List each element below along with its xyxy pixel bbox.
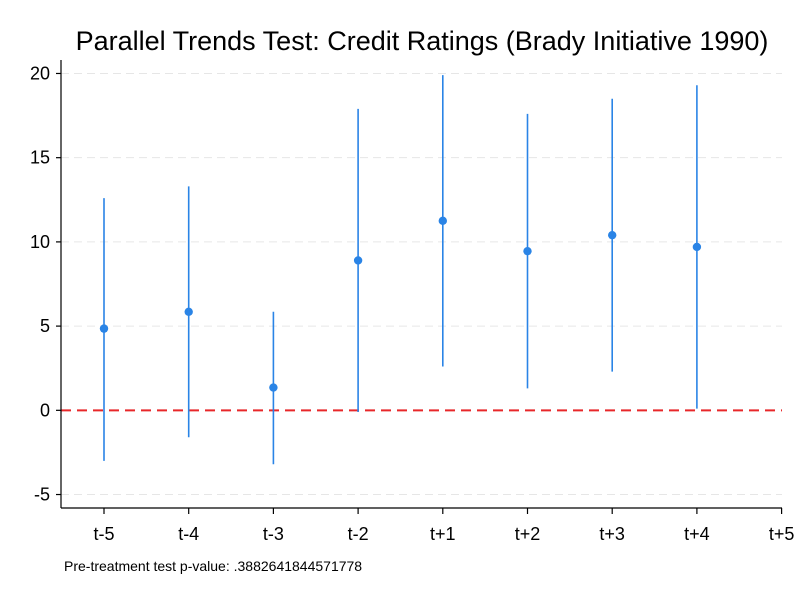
x-tick-label: t+2 xyxy=(515,524,541,544)
x-axis-ticks: t-5 t-4 t-3 t-2 t+1 t+2 t+3 t+4 t+5 xyxy=(93,508,794,544)
x-tick-label: t+1 xyxy=(430,524,456,544)
x-tick-label: t-3 xyxy=(263,524,284,544)
x-tick-label: t+4 xyxy=(684,524,710,544)
y-tick-label: 10 xyxy=(30,232,50,252)
chart-title: Parallel Trends Test: Credit Ratings (Br… xyxy=(76,26,769,56)
y-tick-label: 0 xyxy=(40,400,50,420)
x-tick-label: t-5 xyxy=(93,524,114,544)
y-tick-label: 5 xyxy=(40,316,50,336)
data-point xyxy=(692,242,702,252)
x-tick-label: t-4 xyxy=(178,524,199,544)
data-point xyxy=(269,383,278,392)
data-point xyxy=(353,256,363,265)
x-tick-label: t+5 xyxy=(769,524,795,544)
y-tick-label: 15 xyxy=(30,148,50,168)
x-tick-label: t-2 xyxy=(348,524,369,544)
y-tick-label: -5 xyxy=(34,485,50,505)
data-point xyxy=(608,230,617,240)
data-point xyxy=(99,324,109,333)
data-points xyxy=(99,216,702,392)
confidence-intervals xyxy=(103,75,698,465)
y-axis-ticks: -5 0 5 10 15 20 xyxy=(30,63,61,505)
p-value-note: Pre-treatment test p-value: .38826418445… xyxy=(64,558,362,574)
data-point xyxy=(523,246,532,256)
data-point xyxy=(184,307,193,316)
data-point xyxy=(438,216,447,226)
grid-lines xyxy=(61,72,782,496)
axes xyxy=(60,60,782,509)
y-tick-label: 20 xyxy=(30,63,50,83)
x-tick-label: t+3 xyxy=(599,524,625,544)
